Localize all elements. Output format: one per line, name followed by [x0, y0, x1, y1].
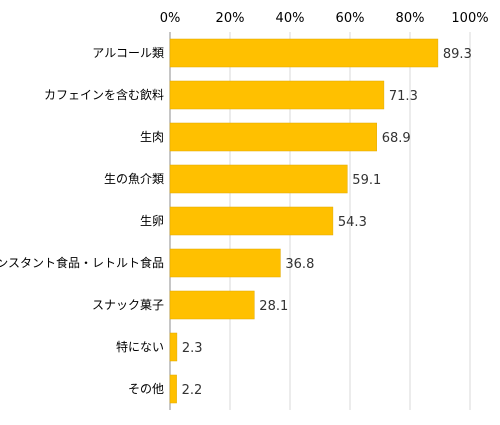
category-label: スナック菓子 — [92, 298, 164, 312]
value-labels: 89.3 71.3 68.9 59.1 54.3 36.8 28.1 2.3 2.2 — [182, 47, 472, 398]
category-label: アルコール類 — [92, 46, 164, 60]
bar — [169, 206, 334, 236]
x-tick-label: 20% — [216, 11, 245, 26]
category-label: 生卵 — [140, 214, 164, 228]
x-axis: 0% 20% 40% 60% 80% 100% — [160, 11, 489, 410]
bar — [169, 80, 385, 110]
value-label: 2.2 — [182, 383, 203, 398]
category-label: カフェインを含む飲料 — [44, 87, 164, 102]
x-tick-label: 80% — [396, 11, 425, 26]
category-label: 特にない — [116, 339, 164, 354]
value-label: 2.3 — [182, 341, 203, 356]
x-tick-label: 60% — [336, 11, 365, 26]
bar — [169, 290, 255, 320]
bar — [169, 164, 348, 194]
value-label: 68.9 — [382, 131, 411, 146]
x-tick-label: 0% — [160, 11, 181, 26]
category-labels: アルコール類カフェインを含む飲料生肉生の魚介類生卵インスタント食品・レトルト食品… — [0, 46, 164, 396]
value-label: 89.3 — [443, 47, 472, 62]
category-label: インスタント食品・レトルト食品 — [0, 255, 164, 270]
category-label: その他 — [128, 382, 164, 396]
bar — [169, 332, 178, 362]
bar — [169, 122, 377, 152]
bar — [169, 38, 439, 68]
x-tick-label: 100% — [451, 11, 488, 26]
value-label: 54.3 — [338, 215, 367, 230]
value-label: 59.1 — [352, 173, 381, 188]
value-label: 36.8 — [285, 257, 314, 272]
value-label: 28.1 — [259, 299, 288, 314]
bars — [169, 38, 439, 404]
bar — [169, 374, 177, 404]
x-tick-label: 40% — [276, 11, 305, 26]
bar — [169, 248, 281, 278]
value-label: 71.3 — [389, 89, 418, 104]
category-label: 生の魚介類 — [104, 172, 164, 186]
category-label: 生肉 — [140, 130, 164, 144]
